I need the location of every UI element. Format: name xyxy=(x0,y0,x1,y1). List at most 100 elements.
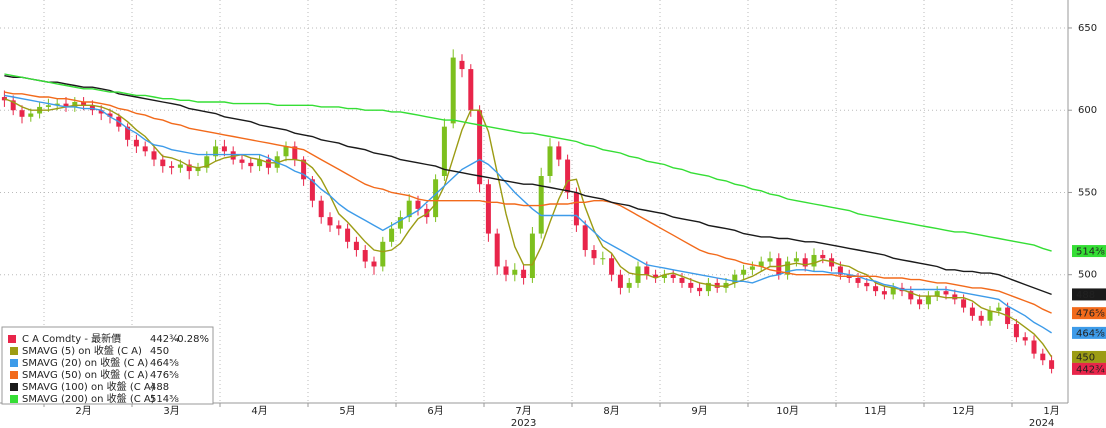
x-tick-label: 12月 xyxy=(952,405,975,417)
candle-body xyxy=(195,167,201,172)
plot xyxy=(1,49,1055,374)
candle-body xyxy=(81,101,87,106)
candle-body xyxy=(503,266,509,275)
candle-body xyxy=(767,258,773,262)
candle-body xyxy=(1049,360,1055,369)
candle-body xyxy=(1022,337,1028,341)
last-value-label: 488 xyxy=(1076,290,1095,301)
candle-body xyxy=(644,266,650,275)
candle-body xyxy=(309,179,315,201)
legend-box xyxy=(1,326,214,405)
candle-body xyxy=(239,159,245,163)
x-tick-label: 1月 xyxy=(1043,405,1059,417)
x-tick-label: 7月 xyxy=(515,405,531,417)
candle-body xyxy=(917,299,923,305)
candle-body xyxy=(890,287,896,295)
candle-body xyxy=(864,282,870,287)
legend-swatch xyxy=(10,395,18,403)
candle-body xyxy=(556,146,562,160)
candle-body xyxy=(969,307,975,316)
x-tick-label: 3月 xyxy=(163,405,179,417)
candle-body xyxy=(547,146,553,177)
last-value-tag xyxy=(1072,307,1106,320)
candle-body xyxy=(837,266,843,275)
candle-body xyxy=(512,269,518,275)
candle-body xyxy=(925,296,931,305)
candle-body xyxy=(1013,324,1019,338)
candle-body xyxy=(943,291,949,295)
candle-body xyxy=(415,200,421,209)
candle-body xyxy=(934,291,940,297)
candle-body xyxy=(336,225,342,229)
legend-value: 514⅜ xyxy=(150,394,179,405)
last-value-label: 476⅝ xyxy=(1076,309,1105,320)
candle-body xyxy=(600,258,606,260)
candle-body xyxy=(28,113,34,117)
candle-body xyxy=(72,101,78,107)
candle-body xyxy=(1031,340,1037,354)
candle-body xyxy=(477,110,483,185)
candle-body xyxy=(441,126,447,177)
candle-body xyxy=(230,151,236,160)
last-value-tag xyxy=(1072,288,1106,301)
candle-body xyxy=(19,110,25,117)
candle-body xyxy=(468,69,474,111)
legend-name: SMAVG (5) on 收盤 (C A) xyxy=(22,344,142,357)
ma-line xyxy=(4,94,1052,334)
last-value-tag xyxy=(1072,245,1106,258)
legend: C A Comdty - 最新價 442¾-0.28% SMAVG (5) on 收… xyxy=(1,326,214,405)
candle-body xyxy=(802,258,808,267)
candle-body xyxy=(653,274,659,278)
candle-body xyxy=(450,57,456,124)
legend-name: SMAVG (200) on 收盤 (C A) xyxy=(22,392,155,405)
candle-body xyxy=(353,241,359,251)
candle-body xyxy=(952,294,958,300)
candle-body xyxy=(565,159,571,193)
candle-body xyxy=(785,261,791,275)
candle-body xyxy=(705,282,711,292)
candle-body xyxy=(881,291,887,295)
candle-body xyxy=(661,274,667,278)
candle-body xyxy=(177,164,183,168)
legend-name: SMAVG (50) on 收盤 (C A) xyxy=(22,368,148,381)
candle-body xyxy=(573,192,579,226)
candle-body xyxy=(169,166,175,168)
candle-body xyxy=(741,269,747,275)
candle-body xyxy=(45,105,51,107)
candle-body xyxy=(582,225,588,251)
x-tick-label: 2月 xyxy=(75,405,91,417)
legend-name: SMAVG (20) on 收盤 (C A) xyxy=(22,356,148,369)
y-tick-label: 550 xyxy=(1078,187,1097,198)
candle-body xyxy=(793,258,799,262)
candle-body xyxy=(389,228,395,242)
x-tick-label: 9月 xyxy=(691,405,707,417)
candle-body xyxy=(142,146,148,152)
candle-body xyxy=(283,146,289,157)
candle-body xyxy=(670,274,676,278)
candle-body xyxy=(978,315,984,321)
candle-body xyxy=(829,258,835,267)
y-tick-label: 600 xyxy=(1078,105,1097,116)
candle-body xyxy=(98,110,104,114)
candle-body xyxy=(406,200,412,218)
candle-body xyxy=(494,233,500,267)
candle-body xyxy=(151,151,157,160)
last-value-tag xyxy=(1072,350,1106,363)
candle-body xyxy=(688,282,694,288)
candle-body xyxy=(732,274,738,283)
candle-body xyxy=(186,164,192,172)
year-label: 2023 xyxy=(511,418,536,428)
candle-body xyxy=(591,250,597,259)
candle-body xyxy=(265,159,271,168)
legend-swatch xyxy=(10,383,18,391)
candle-body xyxy=(521,269,527,278)
candle-body xyxy=(723,282,729,288)
ma-line xyxy=(4,98,1053,358)
candle-body xyxy=(371,261,377,267)
candle-body xyxy=(996,307,1002,311)
year-label: 2024 xyxy=(1029,418,1054,428)
candle-body xyxy=(248,162,254,167)
candle-body xyxy=(626,282,632,288)
